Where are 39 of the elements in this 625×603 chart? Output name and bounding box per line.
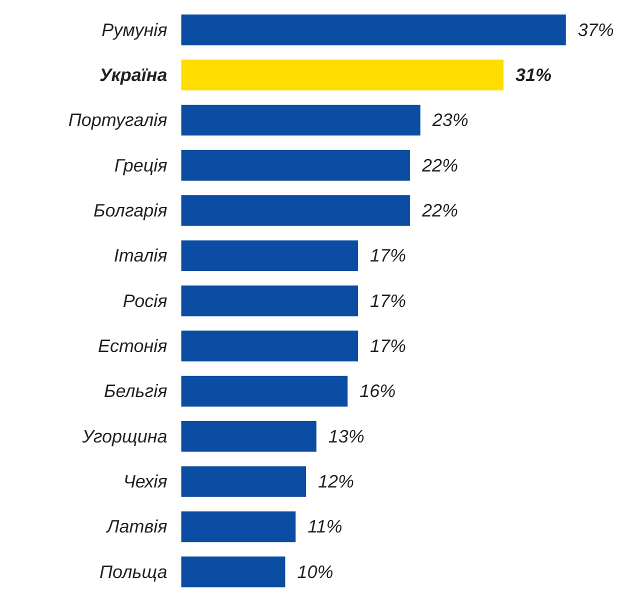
bar: [181, 421, 316, 452]
y-tick-label: Греція: [114, 155, 168, 176]
bar: [181, 556, 286, 588]
bar: [181, 511, 296, 542]
bar: [181, 104, 420, 136]
data-label: 17%: [370, 336, 406, 356]
data-label: 22%: [420, 200, 458, 221]
y-tick-label: Бельгія: [104, 381, 168, 402]
bar: [181, 60, 504, 90]
data-label: 11%: [308, 516, 342, 537]
bar: [181, 195, 410, 226]
y-tick-label: Угорщина: [81, 426, 168, 446]
data-label: 22%: [420, 155, 458, 176]
data-label: 12%: [318, 472, 354, 492]
y-tick-label: Румунія: [102, 20, 168, 40]
data-label: 17%: [370, 290, 406, 311]
data-label: 31%: [516, 65, 552, 86]
bar: [181, 330, 358, 362]
y-tick-label: Естонія: [98, 336, 168, 356]
y-tick-label: Італія: [114, 246, 168, 266]
data-label: 23%: [431, 110, 468, 130]
bar: [181, 376, 348, 407]
y-tick-label: Болгарія: [93, 200, 168, 221]
bar: [181, 150, 410, 181]
y-tick-label: Росія: [122, 290, 168, 311]
data-label: 37%: [578, 20, 614, 40]
bar: [181, 466, 306, 497]
y-tick-label: Польща: [99, 562, 168, 582]
bar: [181, 286, 358, 316]
y-tick-label: Латвія: [106, 516, 168, 537]
data-label: 13%: [328, 426, 364, 446]
bar: [181, 240, 358, 272]
y-tick-label: Україна: [100, 65, 168, 86]
y-tick-label: Португалія: [68, 110, 168, 130]
data-label: 16%: [360, 381, 396, 402]
data-label: 17%: [370, 246, 406, 266]
data-label: 10%: [297, 562, 334, 582]
y-tick-label: Чехія: [123, 472, 168, 492]
bar: [181, 14, 566, 46]
